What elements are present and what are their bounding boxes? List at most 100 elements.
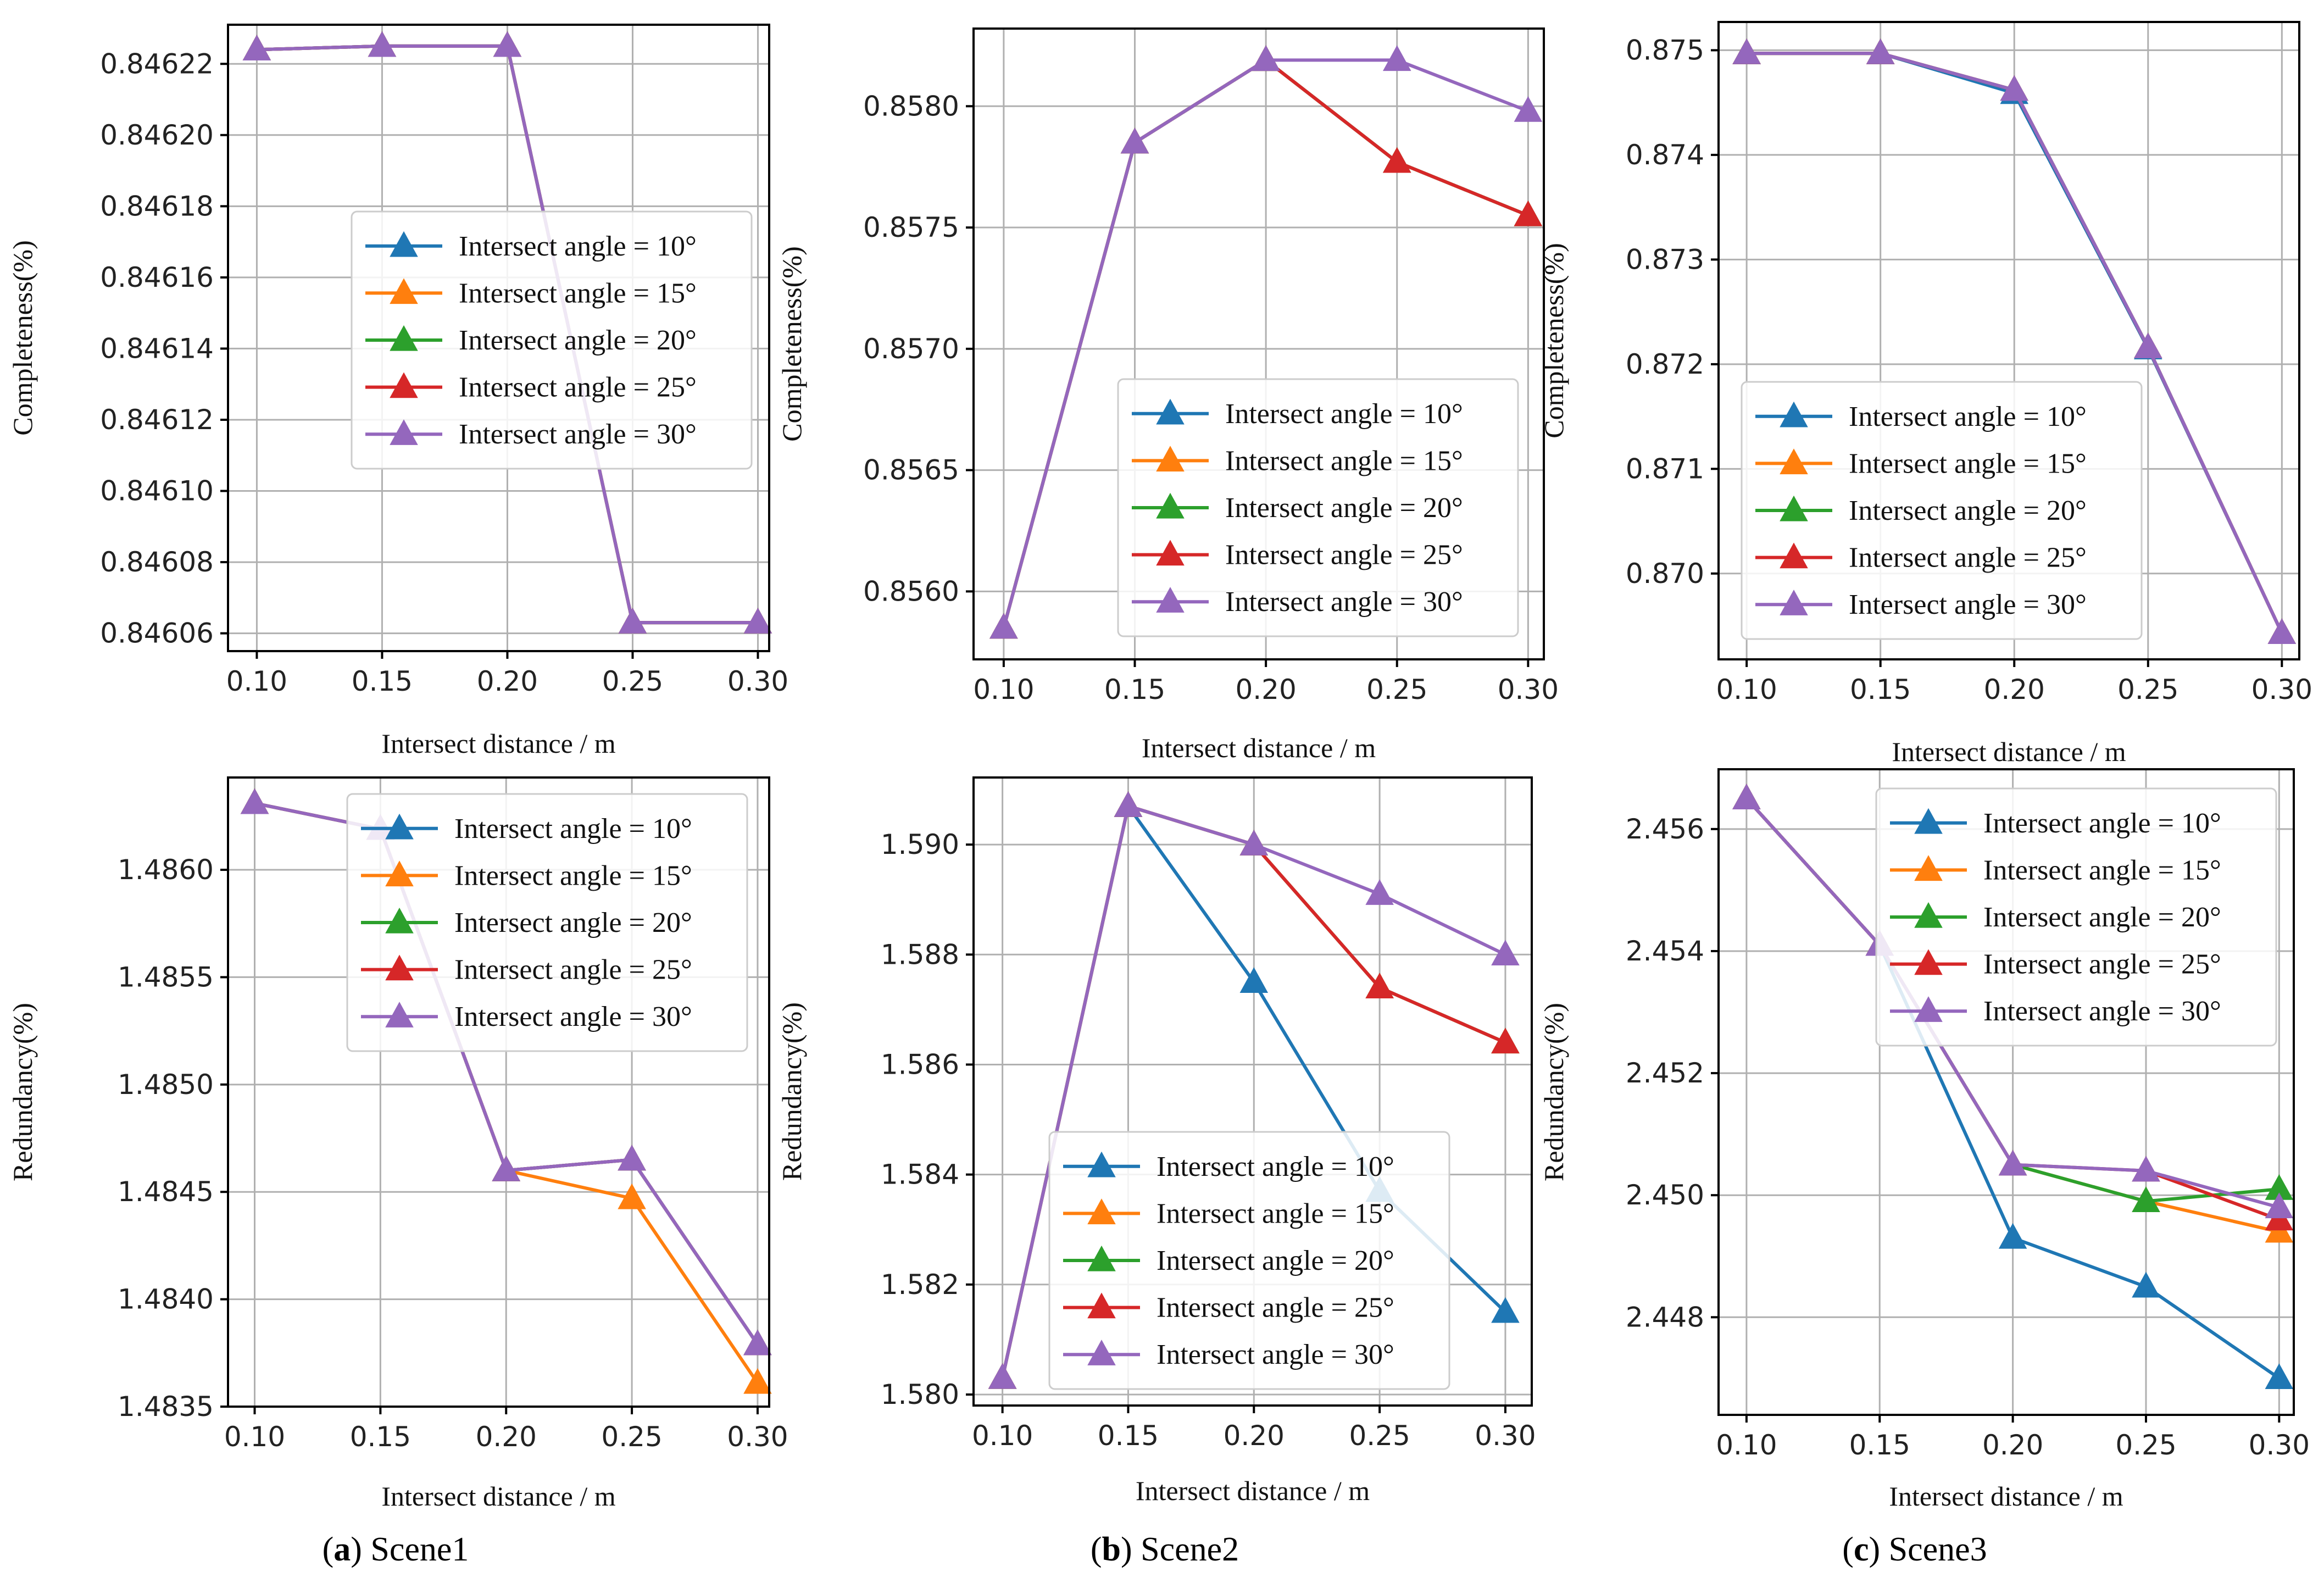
y-axis-label: Redundancy(%): [776, 1002, 807, 1181]
y-tick-label: 1.588: [881, 938, 959, 970]
data-point-s4-2: [1252, 45, 1280, 71]
x-tick-label: 0.10: [224, 1421, 285, 1453]
legend-label-0: Intersect angle = 10°: [1157, 1151, 1394, 1182]
y-axis-label: Redundancy(%): [7, 1003, 38, 1181]
legend-marker-2: [390, 325, 418, 351]
legend-label-3: Intersect angle = 25°: [1983, 949, 2221, 980]
y-tick-label: 0.874: [1626, 139, 1704, 171]
legend-label-3: Intersect angle = 25°: [1225, 540, 1463, 571]
y-tick-label: 2.452: [1626, 1057, 1704, 1089]
y-tick-label: 1.4845: [118, 1176, 214, 1208]
x-tick-label: 0.10: [973, 674, 1034, 706]
legend-marker-0: [1156, 398, 1185, 425]
x-tick-label: 0.25: [602, 665, 663, 697]
data-point-s4-2: [1239, 830, 1269, 856]
legend-box: [1048, 1131, 1450, 1390]
legend-marker-2: [1087, 1245, 1116, 1271]
legend-label-4: Intersect angle = 30°: [1157, 1339, 1394, 1370]
chart-s2-redundancy: 0.10 0.15 0.20 0.25 0.30 1.580 1.582 1.584 1.586…: [776, 776, 1536, 1506]
x-tick-label: 0.25: [601, 1421, 662, 1453]
legend-label-1: Intersect angle = 15°: [454, 860, 692, 891]
y-tick-label: 0.8560: [863, 575, 959, 607]
legend: Intersect angle = 10° Intersect angle = 1…: [351, 210, 753, 470]
legend-marker-2: [1914, 902, 1943, 928]
x-tick-label: 0.30: [727, 1421, 788, 1453]
y-tick-label: 0.8570: [863, 333, 959, 365]
legend: Intersect angle = 10° Intersect angle = 1…: [346, 793, 748, 1052]
caption-c-text: Scene3: [1889, 1531, 1987, 1568]
y-tick-label: 2.454: [1626, 935, 1704, 967]
x-axis-label: Intersect distance / m: [381, 1481, 615, 1512]
legend-label-2: Intersect angle = 20°: [1849, 495, 2087, 526]
legend-marker-3: [390, 372, 418, 398]
y-tick-label: 0.84622: [100, 48, 214, 80]
chart-s1-redundancy: 0.10 0.15 0.20 0.25 0.30 1.4835 1.4840 1.4845 1.…: [7, 776, 788, 1512]
y-tick-label: 0.84610: [100, 475, 214, 507]
legend-label-0: Intersect angle = 10°: [1983, 808, 2221, 839]
x-tick-label: 0.10: [1716, 1429, 1777, 1461]
chart-s1-completeness: 0.10 0.15 0.20 0.25 0.30 0.84606 0.84608 0.8461…: [7, 24, 788, 759]
legend-marker-1: [1156, 446, 1185, 472]
x-tick-label: 0.15: [1104, 674, 1165, 706]
legend-marker-0: [385, 813, 414, 840]
legend-label-3: Intersect angle = 25°: [1849, 542, 2087, 574]
legend: Intersect angle = 10° Intersect angle = 1…: [1048, 1131, 1450, 1390]
data-point-s2-4: [2265, 1174, 2294, 1200]
legend-label-0: Intersect angle = 10°: [459, 231, 697, 262]
data-point-s4-3: [2132, 1156, 2160, 1182]
y-tick-label: 1.584: [881, 1159, 959, 1191]
legend-label-4: Intersect angle = 30°: [1983, 996, 2221, 1027]
y-tick-label: 0.871: [1626, 453, 1704, 485]
y-tick-label: 1.590: [881, 829, 959, 860]
legend-marker-1: [385, 860, 414, 887]
y-tick-label: 2.456: [1626, 813, 1704, 845]
y-tick-label: 0.8575: [863, 212, 959, 243]
legend-label-2: Intersect angle = 20°: [454, 907, 692, 938]
legend-box: [351, 210, 753, 470]
caption-c: (c) Scene3: [1842, 1531, 1987, 1568]
legend-marker-3: [1087, 1292, 1116, 1319]
data-point-s4-3: [618, 608, 647, 634]
data-point-s4-3: [1382, 45, 1411, 71]
data-point-s4-4: [2267, 618, 2297, 645]
caption-a-letter: a: [333, 1531, 351, 1568]
x-tick-label: 0.15: [1849, 1429, 1910, 1461]
legend-marker-1: [1914, 855, 1943, 881]
legend-marker-0: [1780, 401, 1808, 427]
y-tick-label: 0.873: [1626, 243, 1704, 275]
chart-s2-completeness: 0.10 0.15 0.20 0.25 0.30 0.8560 0.8565 0.8570 0.…: [776, 27, 1559, 763]
y-tick-label: 1.580: [881, 1379, 959, 1410]
x-axis-label: Intersect distance / m: [1892, 736, 2126, 767]
x-tick-label: 0.30: [1475, 1420, 1536, 1452]
legend-label-1: Intersect angle = 15°: [1983, 854, 2221, 886]
legend-label-3: Intersect angle = 25°: [459, 372, 697, 403]
data-point-s4-4: [743, 608, 772, 634]
legend-marker-4: [1780, 590, 1808, 615]
y-axis-label: Completeness(%): [776, 246, 807, 441]
data-point-s4-1: [1120, 127, 1149, 154]
data-point-s0-2: [1998, 1223, 2027, 1249]
x-tick-label: 0.25: [1366, 674, 1427, 706]
y-tick-label: 0.84614: [100, 332, 214, 364]
legend-marker-4: [385, 1002, 414, 1027]
legend: Intersect angle = 10° Intersect angle = 1…: [1117, 378, 1519, 637]
legend-label-1: Intersect angle = 15°: [1849, 448, 2087, 479]
chart-s3-redundancy: 0.10 0.15 0.20 0.25 0.30 2.448 2.450 2.452 2.454…: [1538, 768, 2310, 1512]
legend-label-2: Intersect angle = 20°: [1983, 902, 2221, 933]
legend-marker-4: [1914, 996, 1943, 1022]
y-tick-label: 1.586: [881, 1048, 959, 1080]
plot-frame: [227, 776, 770, 1408]
x-tick-label: 0.30: [1498, 674, 1559, 706]
x-tick-label: 0.20: [477, 665, 538, 697]
data-point-s4-2: [1998, 1149, 2027, 1176]
y-tick-label: 2.448: [1626, 1301, 1704, 1333]
x-tick-label: 0.15: [1098, 1420, 1159, 1452]
x-tick-label: 0.10: [972, 1420, 1033, 1452]
caption-b-letter: b: [1102, 1531, 1120, 1568]
legend-marker-1: [390, 278, 418, 304]
plot-frame: [227, 24, 770, 652]
data-point-s4-0: [1732, 784, 1761, 809]
legend: Intersect angle = 10° Intersect angle = 1…: [1875, 787, 2277, 1047]
data-point-s4-1: [368, 31, 397, 57]
